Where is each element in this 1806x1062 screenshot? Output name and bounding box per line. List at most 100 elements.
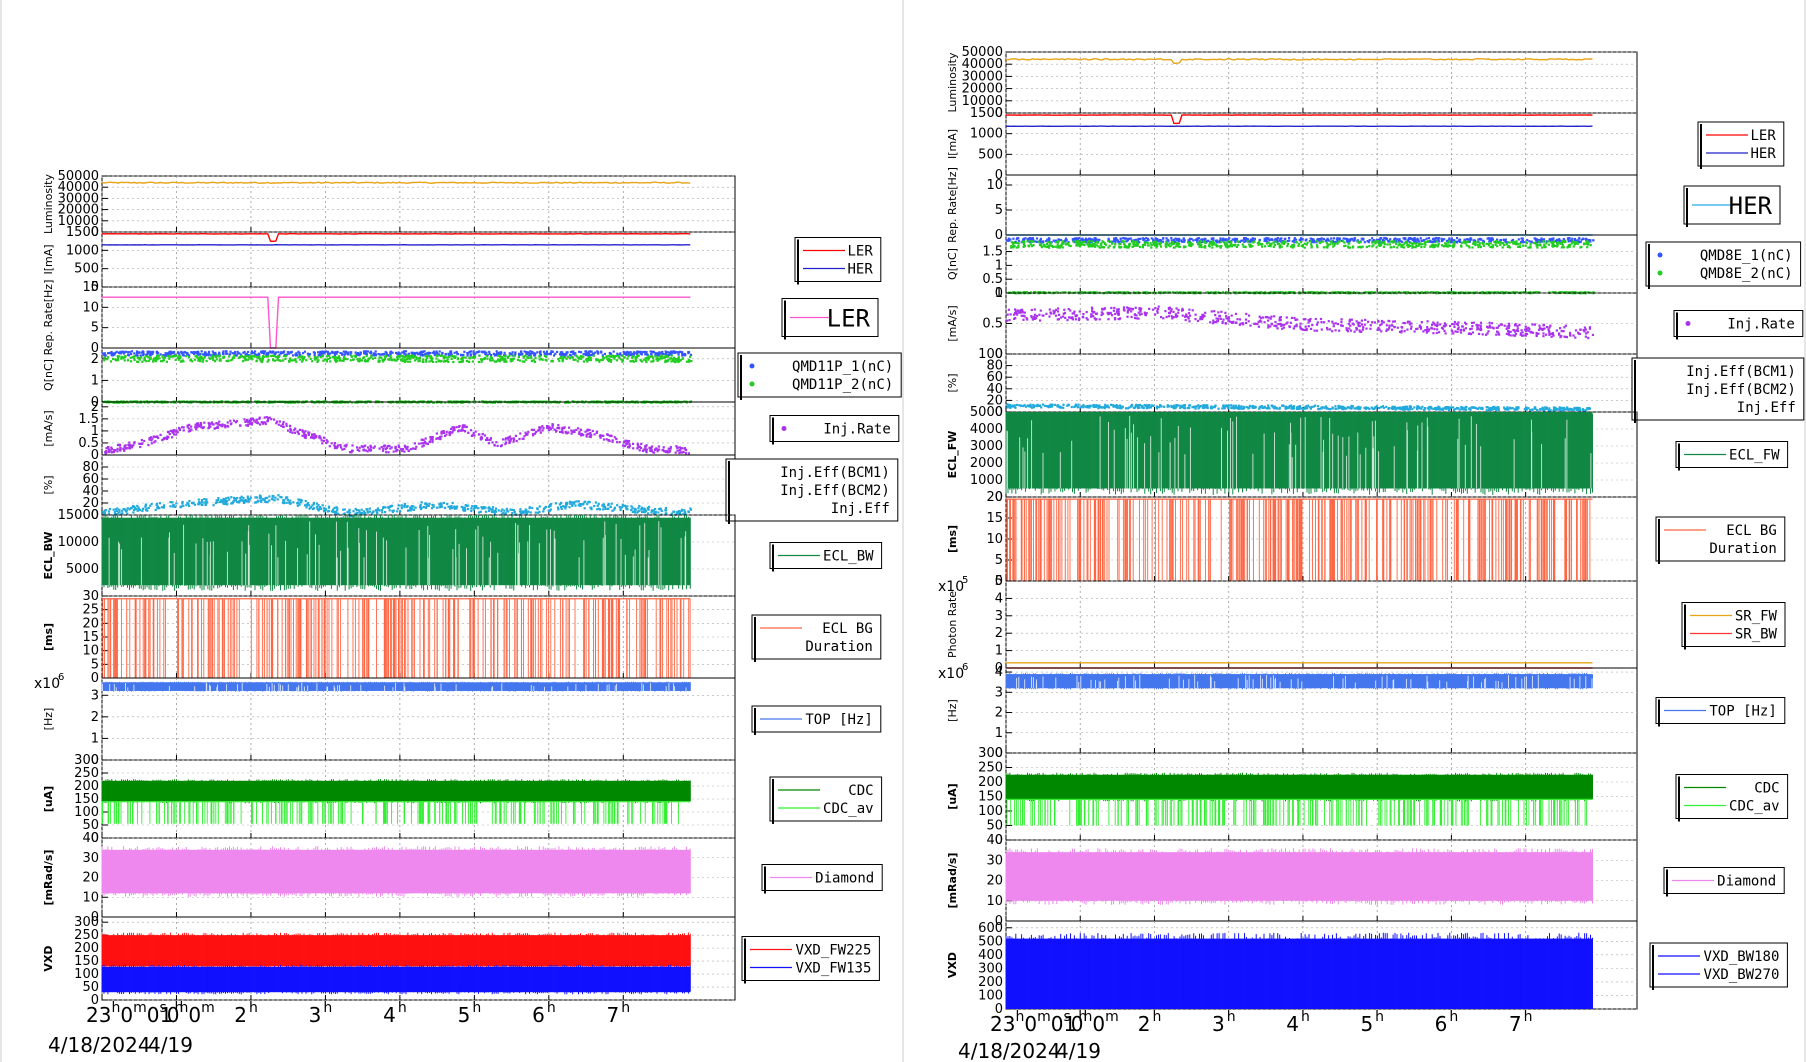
data-point [677,356,680,359]
data-point [1165,237,1168,240]
data-point [414,447,417,450]
data-point [569,501,572,504]
data-point [1335,238,1338,241]
data-point [215,422,218,425]
data-point [427,504,430,507]
data-point [677,510,680,513]
data-point [1528,240,1531,243]
data-point [243,501,246,504]
data-point [534,357,537,360]
data-point [322,350,325,353]
data-point [161,439,164,442]
data-point [1551,238,1554,241]
data-point [1164,244,1167,247]
data-point [1186,241,1190,244]
data-point [561,428,564,431]
data-point [386,446,389,449]
data-point [1271,238,1274,241]
data-point [564,507,567,510]
data-point [181,354,184,357]
data-point [406,355,409,358]
data-point [369,444,372,447]
data-point [1491,238,1494,241]
data-point [588,429,591,432]
series-ler [102,296,691,349]
y-axis-label: I[mA] [42,244,55,274]
data-point [240,499,243,502]
legend-box [737,352,902,398]
data-point [1479,238,1482,241]
data-point [236,497,239,500]
data-point [199,354,202,357]
data-point [1363,241,1366,244]
data-point [607,401,610,404]
data-point [189,401,192,404]
data-point [462,353,465,356]
data-point [1318,239,1321,242]
data-point [474,430,477,433]
data-point [103,352,106,355]
series-lumi-aux [101,181,691,185]
data-point [549,503,552,506]
data-point [487,509,491,512]
data-point [136,354,139,357]
data-point [448,433,451,437]
comb-lines [101,801,679,824]
x-tick-label: 4 [383,1003,396,1027]
data-point [389,354,392,357]
data-point [1367,241,1370,244]
data-point [435,360,438,363]
data-point [602,438,606,441]
data-point [586,357,589,360]
data-point [652,513,656,516]
data-point [310,506,313,509]
data-point [293,428,296,432]
data-point [539,350,542,353]
data-point [1231,238,1234,241]
data-point [1249,238,1252,241]
data-point [518,353,521,356]
data-point [601,434,604,437]
data-point [115,350,118,353]
data-point [1137,237,1140,240]
data-point [440,502,443,505]
y-tick-label: 20 [82,871,99,886]
data-point [453,507,456,510]
data-point [527,430,530,434]
data-point [556,506,560,509]
data-point [1158,238,1161,242]
data-point [1476,243,1479,246]
data-point [526,351,529,354]
data-point [543,352,546,355]
data-point [587,354,591,357]
data-point [404,350,408,353]
data-point [358,511,361,514]
data-point [658,351,661,354]
data-point [496,444,499,447]
data-point [625,442,629,445]
data-point [188,423,191,426]
data-point [687,351,690,354]
y-axis-label: I[mA] [946,129,959,159]
data-point [602,505,605,508]
data-point [150,439,153,442]
data-point [395,359,398,362]
data-point [181,500,184,504]
data-point [505,507,508,510]
data-point [418,442,421,445]
data-point [118,351,121,354]
data-point [271,494,274,498]
data-point [1343,241,1346,244]
data-point [461,359,464,362]
data-point [400,359,403,362]
data-point [403,504,406,507]
data-point [342,359,345,362]
data-point [161,355,164,358]
data-point [1215,241,1218,244]
data-point [210,421,214,424]
legend-label: Duration [805,639,872,655]
data-point [1078,237,1081,240]
data-point [1342,237,1345,240]
data-point [624,506,628,509]
